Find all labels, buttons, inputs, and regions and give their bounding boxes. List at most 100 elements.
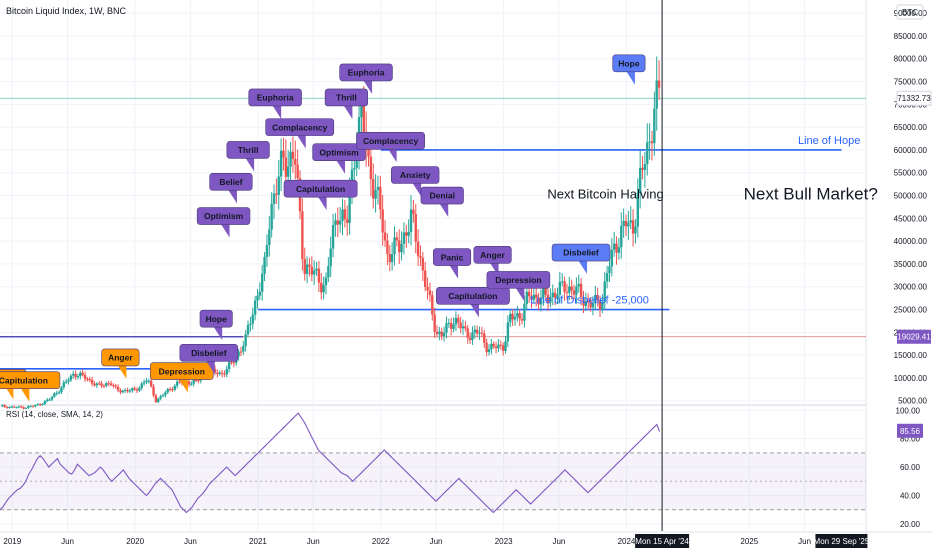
candle-body <box>91 380 93 384</box>
candle-body <box>221 373 223 374</box>
candle-body <box>377 187 379 190</box>
candle-body <box>27 406 29 408</box>
candle-body <box>615 244 617 253</box>
candle-body <box>60 387 62 392</box>
price-tick-label: 35000.00 <box>894 260 928 269</box>
candle-body <box>1 405 3 406</box>
candle-body <box>419 256 421 258</box>
candle-body <box>242 346 244 351</box>
candle-body <box>150 381 152 387</box>
candle-body <box>563 281 565 292</box>
candle-body <box>648 141 650 142</box>
price-tick-label: 5000.00 <box>898 397 927 406</box>
candle-body <box>169 389 171 390</box>
price-tick-label: 40000.00 <box>894 237 928 246</box>
candle-body <box>252 315 254 324</box>
candle-body <box>122 391 124 393</box>
candle-body <box>481 333 483 334</box>
candle-body <box>230 362 232 363</box>
candle-body <box>518 313 520 319</box>
callout-label: Disbelief <box>563 248 599 258</box>
currency-label[interactable]: BTC <box>902 8 918 17</box>
candle-body <box>578 284 580 287</box>
candle-body <box>223 374 225 375</box>
candle-body <box>526 292 528 304</box>
candle-body <box>30 406 32 407</box>
candle-body <box>452 324 454 328</box>
candle-body <box>138 388 140 391</box>
annotation-next-bull-market-: Next Bull Market? <box>744 185 878 204</box>
candle-body <box>634 227 636 234</box>
candle-body <box>516 313 518 317</box>
candle-body <box>608 266 610 273</box>
candle-body <box>188 381 190 384</box>
candle-body <box>332 225 334 249</box>
candle-body <box>259 292 261 296</box>
callout-label: Disbelief <box>191 348 227 358</box>
candle-body <box>308 265 310 267</box>
time-tick-label: Jun <box>430 537 443 546</box>
candle-body <box>44 401 46 404</box>
annotation-next-bitcoin-halving: Next Bitcoin Halving <box>547 187 663 202</box>
price-tick-label: 45000.00 <box>894 214 928 223</box>
candle-body <box>450 323 452 329</box>
candle-body <box>58 392 60 393</box>
candle-body <box>490 344 492 349</box>
candle-body <box>254 301 256 315</box>
candle-body <box>129 391 131 392</box>
candle-body <box>410 210 412 232</box>
candle-body <box>656 81 658 109</box>
callout-label: Thrill <box>336 93 357 103</box>
price-tick-label: 60000.00 <box>894 146 928 155</box>
candle-body <box>86 379 88 380</box>
candle-body <box>433 314 435 331</box>
rsi-tick-label: 40.00 <box>900 491 921 500</box>
callout-label: Capitulation <box>0 375 48 385</box>
candle-body <box>107 383 109 384</box>
candle-body <box>65 382 67 383</box>
candle-body <box>8 407 10 408</box>
candle-body <box>51 397 53 400</box>
candle-body <box>403 232 405 244</box>
candle-body <box>561 281 563 282</box>
candle-body <box>566 292 568 293</box>
candle-body <box>379 187 381 210</box>
candle-body <box>280 151 282 177</box>
candle-body <box>417 242 419 257</box>
candle-body <box>240 352 242 353</box>
price-tick-label: 55000.00 <box>894 169 928 178</box>
candle-body <box>320 283 322 293</box>
time-tick-label: 2021 <box>249 537 267 546</box>
candle-body <box>412 210 414 215</box>
candle-body <box>400 244 402 252</box>
price-tick-label: 15000.00 <box>894 351 928 360</box>
candle-body <box>391 254 393 262</box>
candle-body <box>384 232 386 240</box>
candle-body <box>422 258 424 271</box>
candle-body <box>476 330 478 334</box>
candle-body <box>457 318 459 323</box>
candle-body <box>34 405 36 406</box>
candle-body <box>190 384 192 385</box>
price-tick-label: 65000.00 <box>894 123 928 132</box>
candle-body <box>159 396 161 398</box>
candle-body <box>55 393 57 394</box>
candle-body <box>367 148 369 156</box>
candle-body <box>263 257 265 274</box>
candle-body <box>119 390 121 392</box>
candle-body <box>606 273 608 281</box>
candle-body <box>339 221 341 225</box>
candle-body <box>568 286 570 292</box>
candle-body <box>315 269 317 271</box>
candle-body <box>334 220 336 225</box>
candle-body <box>521 319 523 321</box>
candle-body <box>13 407 15 408</box>
candle-body <box>474 330 476 333</box>
candle-body <box>233 362 235 363</box>
price-tick-label: 50000.00 <box>894 192 928 201</box>
rsi-band <box>0 453 866 510</box>
candle-body <box>478 333 480 334</box>
candle-body <box>381 209 383 232</box>
candle-body <box>431 295 433 314</box>
candle-body <box>469 338 471 340</box>
